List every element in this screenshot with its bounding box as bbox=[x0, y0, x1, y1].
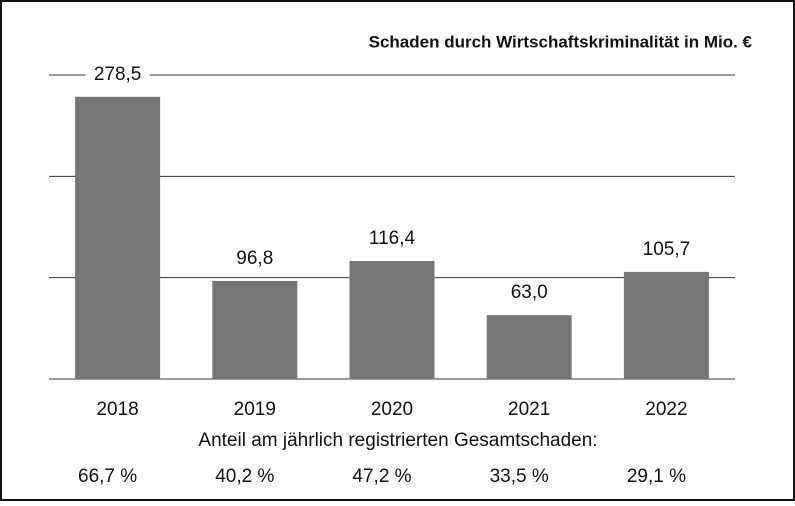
share-label: 66,7 % bbox=[78, 466, 137, 487]
bar bbox=[75, 96, 161, 379]
bar bbox=[623, 271, 709, 379]
x-tick-label: 2020 bbox=[371, 399, 413, 420]
footnote-title: Anteil am jährlich registrierten Gesamts… bbox=[198, 430, 597, 451]
value-label: 105,7 bbox=[643, 239, 691, 260]
x-tick-label: 2022 bbox=[645, 399, 687, 420]
value-label-bg bbox=[360, 227, 424, 252]
bar bbox=[212, 280, 298, 379]
x-tick-label: 2019 bbox=[234, 399, 276, 420]
value-label-bg bbox=[634, 237, 699, 262]
value-label: 116,4 bbox=[369, 228, 416, 249]
value-label-bg bbox=[497, 281, 562, 306]
bar bbox=[349, 261, 435, 379]
share-label: 29,1 % bbox=[627, 466, 686, 487]
bar bbox=[486, 315, 572, 379]
value-label: 96,8 bbox=[236, 248, 273, 269]
value-label-bg bbox=[222, 246, 287, 271]
value-label: 63,0 bbox=[511, 282, 548, 303]
x-tick-label: 2021 bbox=[508, 399, 550, 420]
x-tick-label: 2018 bbox=[96, 399, 138, 420]
chart-title: Schaden durch Wirtschaftskriminalität in… bbox=[369, 32, 753, 51]
share-label: 47,2 % bbox=[352, 466, 411, 487]
value-label-bg bbox=[85, 62, 150, 87]
share-label: 40,2 % bbox=[215, 466, 274, 487]
share-label: 33,5 % bbox=[490, 466, 549, 487]
value-label: 278,5 bbox=[94, 64, 142, 85]
